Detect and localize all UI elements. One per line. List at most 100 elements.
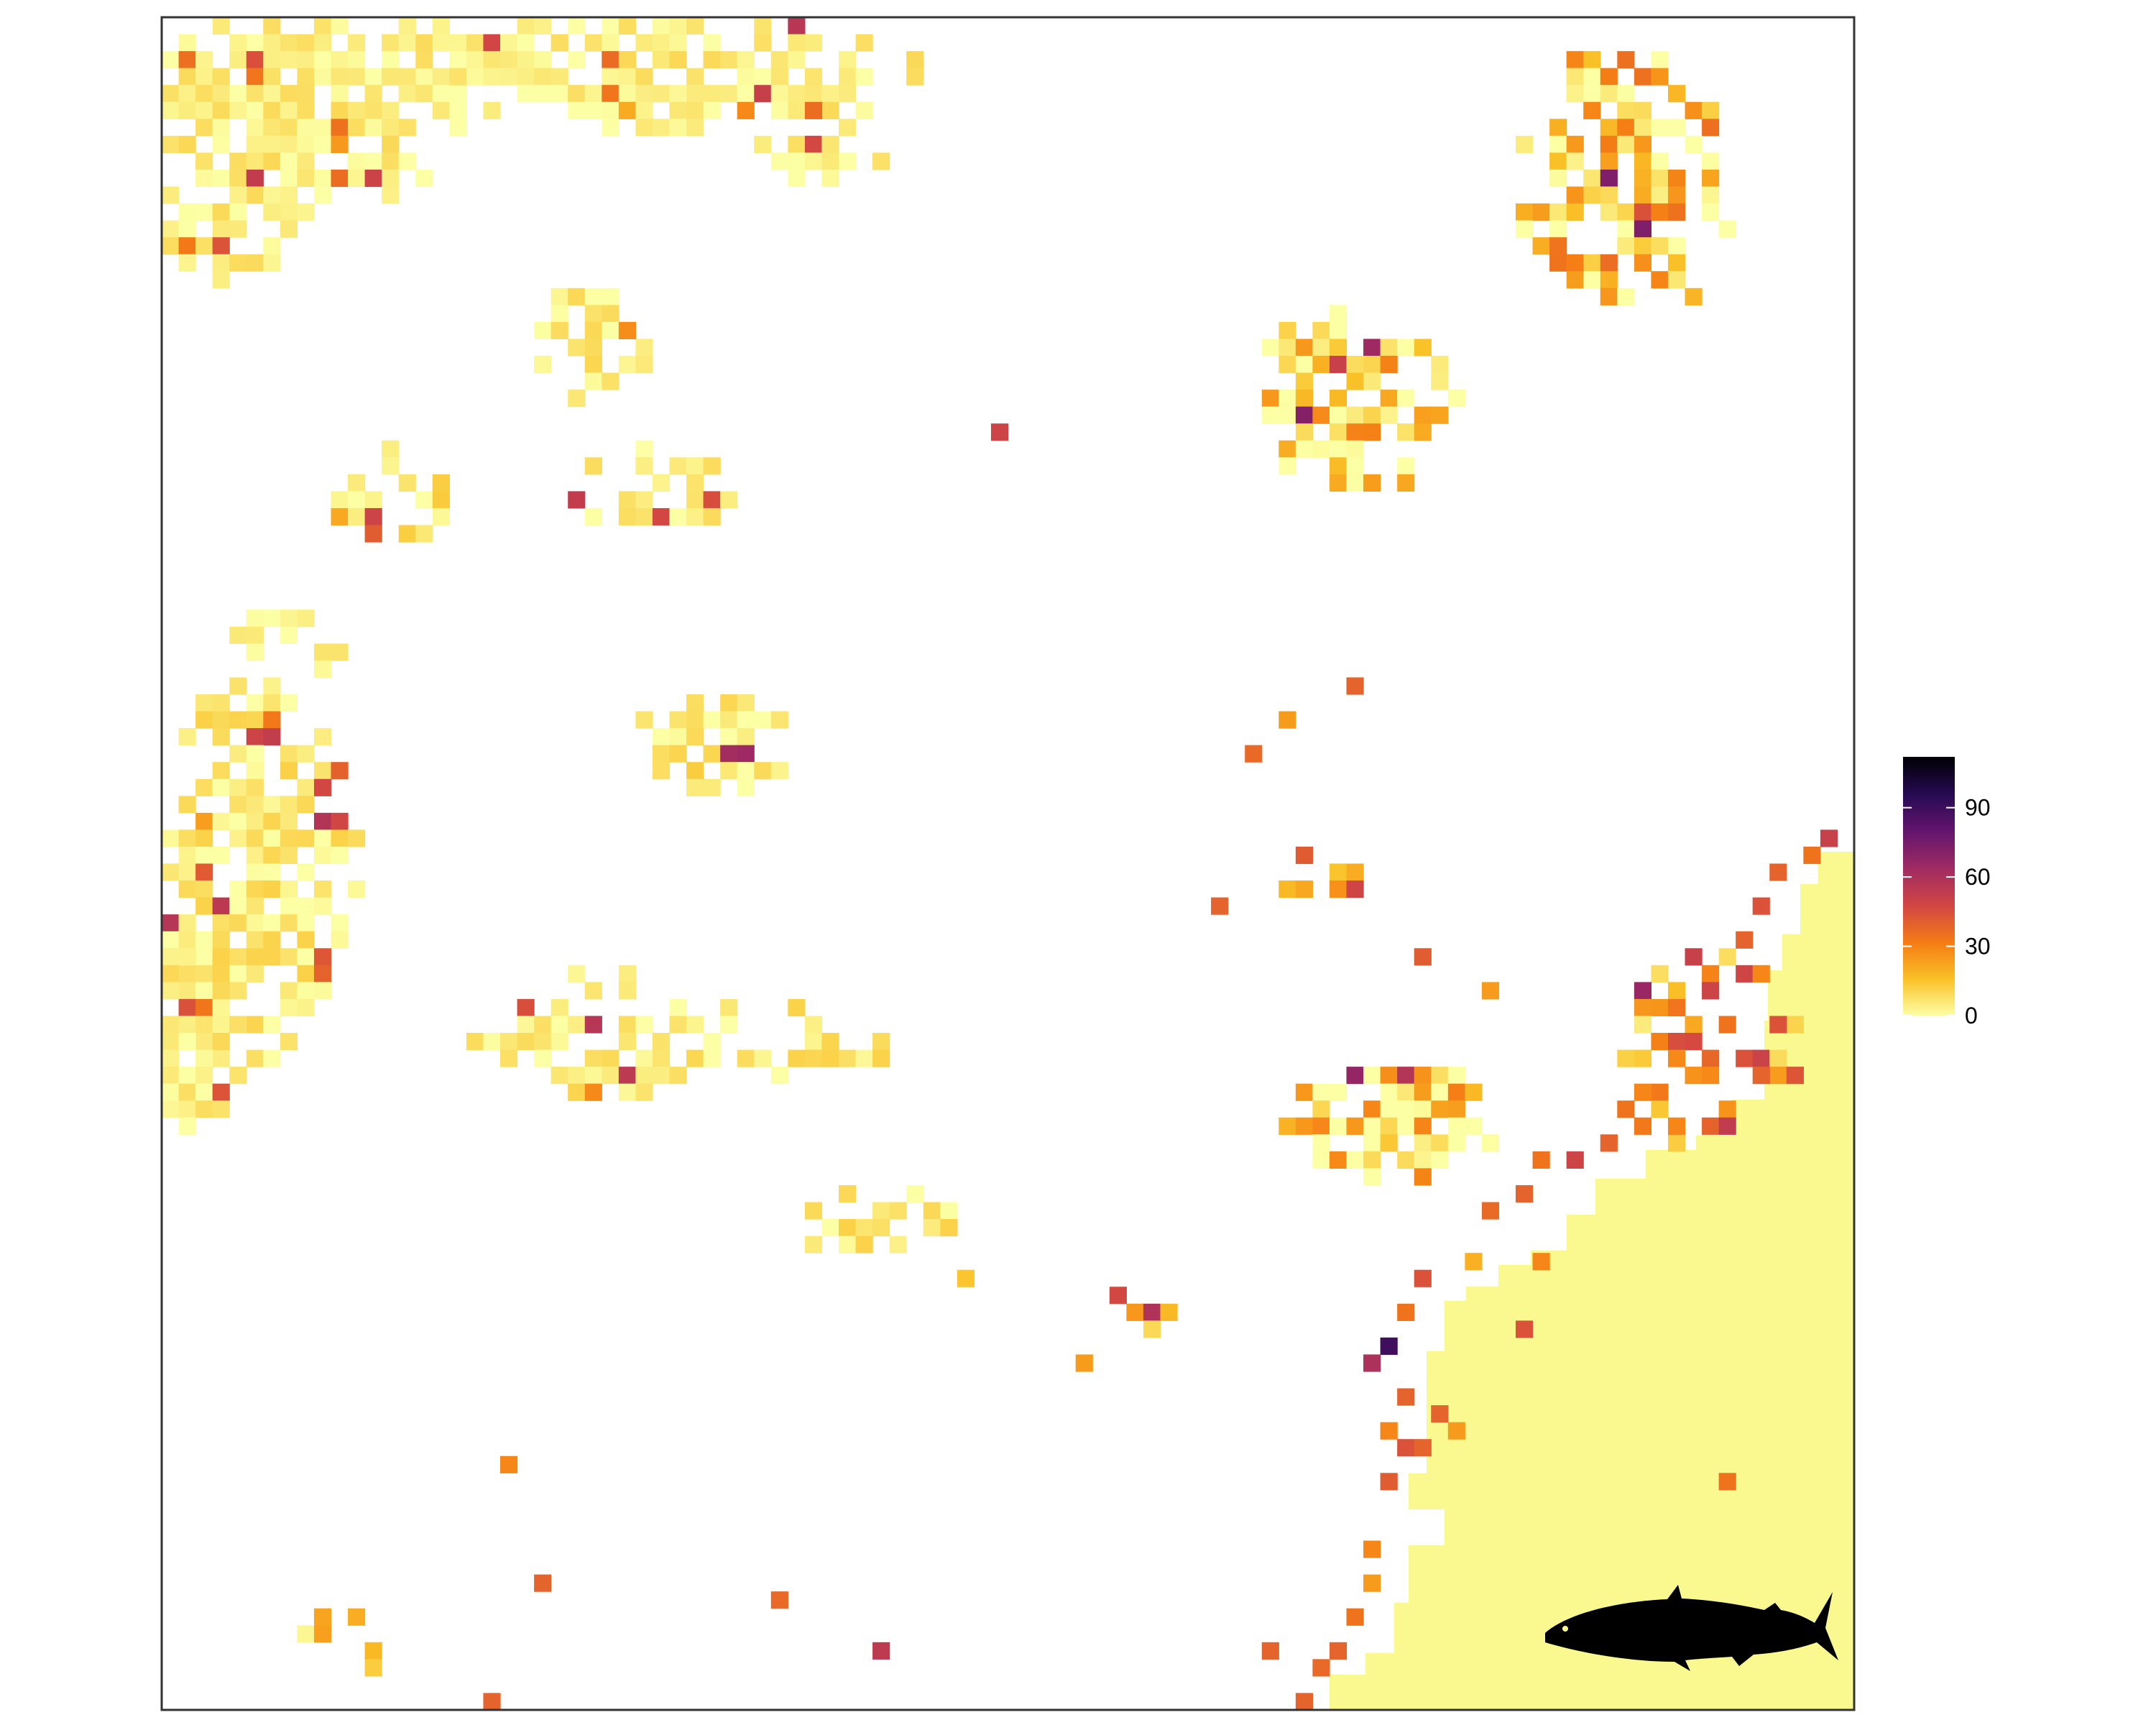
heatmap-cell xyxy=(162,1100,180,1118)
heatmap-cell xyxy=(1414,1439,1432,1457)
heatmap-cell xyxy=(1431,1100,1449,1118)
heatmap-cell xyxy=(1634,220,1651,238)
heatmap-cell xyxy=(1346,457,1364,475)
heatmap-cell xyxy=(568,17,586,35)
heatmap-cell xyxy=(686,1016,704,1034)
heatmap-cell xyxy=(568,390,586,408)
heatmap-cell xyxy=(635,1049,653,1067)
heatmap-cell xyxy=(1617,288,1635,305)
heatmap-cell xyxy=(229,51,247,69)
heatmap-cell xyxy=(229,829,247,847)
heatmap-cell xyxy=(821,85,839,103)
heatmap-cell xyxy=(1583,186,1601,204)
heatmap-cell xyxy=(297,119,315,137)
heatmap-cell xyxy=(212,119,230,137)
heatmap-cell xyxy=(348,507,366,526)
heatmap-cell xyxy=(246,119,264,137)
heatmap-cell xyxy=(534,1049,552,1067)
colorbar-tick-label: 0 xyxy=(1965,1003,1978,1029)
heatmap-cell xyxy=(178,982,196,1000)
heatmap-cell xyxy=(720,998,738,1017)
heatmap-cell xyxy=(1685,135,1703,153)
heatmap-cell xyxy=(1363,339,1381,356)
heatmap-cell xyxy=(313,897,332,915)
heatmap-cell xyxy=(1346,1067,1364,1085)
heatmap-cell xyxy=(1752,897,1770,915)
heatmap-cell xyxy=(398,525,416,543)
heatmap-cell xyxy=(821,1049,839,1067)
heatmap-cell xyxy=(500,51,518,69)
heatmap-cell xyxy=(618,101,636,119)
heatmap-cell xyxy=(432,507,450,526)
heatmap-cell xyxy=(1143,1303,1161,1321)
heatmap-cell xyxy=(754,68,772,86)
heatmap-cell xyxy=(754,1049,772,1067)
heatmap-cell xyxy=(280,152,298,170)
heatmap-cell xyxy=(195,897,213,915)
heatmap-cell xyxy=(246,694,264,712)
heatmap-cell xyxy=(348,68,366,86)
heatmap-cell xyxy=(635,85,653,103)
heatmap-cell xyxy=(957,1269,975,1287)
heatmap-cell xyxy=(1600,186,1618,204)
heatmap-cell xyxy=(940,1219,958,1237)
heatmap-cell xyxy=(162,51,180,69)
heatmap-cell xyxy=(568,85,586,103)
heatmap-cell xyxy=(195,931,213,949)
heatmap-cell xyxy=(1397,1100,1415,1118)
heatmap-cell xyxy=(280,914,298,932)
heatmap-cell xyxy=(821,135,839,153)
heatmap-cell xyxy=(618,1083,636,1101)
heatmap-cell xyxy=(263,1049,281,1067)
heatmap-cell xyxy=(1702,169,1720,188)
heatmap-cell xyxy=(1651,1083,1669,1101)
heatmap-cell xyxy=(635,1016,653,1034)
heatmap-cell xyxy=(517,1016,535,1034)
heatmap-cell xyxy=(263,119,281,137)
heatmap-cell xyxy=(1397,1151,1415,1169)
heatmap-cell xyxy=(432,101,450,119)
heatmap-cell xyxy=(720,711,738,729)
heatmap-cell xyxy=(263,829,281,847)
heatmap-cell xyxy=(1634,998,1651,1017)
heatmap-cell xyxy=(178,68,196,86)
heatmap-cell xyxy=(703,85,721,103)
heatmap-cell xyxy=(432,474,450,492)
heatmap-cell xyxy=(280,169,298,188)
heatmap-cell xyxy=(364,101,382,119)
heatmap-cell xyxy=(1702,119,1720,137)
heatmap-cell xyxy=(618,491,636,509)
heatmap-cell xyxy=(1397,1388,1415,1406)
heatmap-cell xyxy=(449,101,467,119)
heatmap-cell xyxy=(534,51,552,69)
heatmap-cell xyxy=(280,135,298,153)
heatmap-cell xyxy=(1295,846,1313,865)
heatmap-cell xyxy=(923,1219,941,1237)
heatmap-cell xyxy=(1261,390,1279,408)
heatmap-cell xyxy=(195,778,213,796)
heatmap-cell xyxy=(178,101,196,119)
heatmap-cell xyxy=(212,169,230,188)
heatmap-cell xyxy=(1718,948,1736,966)
heatmap-cell xyxy=(280,51,298,69)
heatmap-cell xyxy=(229,711,247,729)
heatmap-cell xyxy=(788,101,806,119)
heatmap-cell xyxy=(635,440,653,458)
heatmap-cell xyxy=(855,68,873,86)
heatmap-cell xyxy=(1583,51,1601,69)
heatmap-cell xyxy=(602,321,619,340)
heatmap-cell xyxy=(618,982,636,1000)
heatmap-cell xyxy=(1566,68,1584,86)
heatmap-cell xyxy=(212,271,230,289)
heatmap-cell xyxy=(331,643,349,661)
heatmap-cell xyxy=(1702,186,1720,204)
heatmap-cell xyxy=(1634,101,1651,119)
heatmap-cell xyxy=(348,491,366,509)
heatmap-cell xyxy=(669,17,687,35)
heatmap-cell xyxy=(246,812,264,830)
heatmap-cell xyxy=(1380,356,1398,374)
heatmap-cell xyxy=(669,507,687,526)
heatmap-cell xyxy=(652,1067,671,1085)
heatmap-cell xyxy=(584,1049,602,1067)
heatmap-cell xyxy=(229,897,247,915)
